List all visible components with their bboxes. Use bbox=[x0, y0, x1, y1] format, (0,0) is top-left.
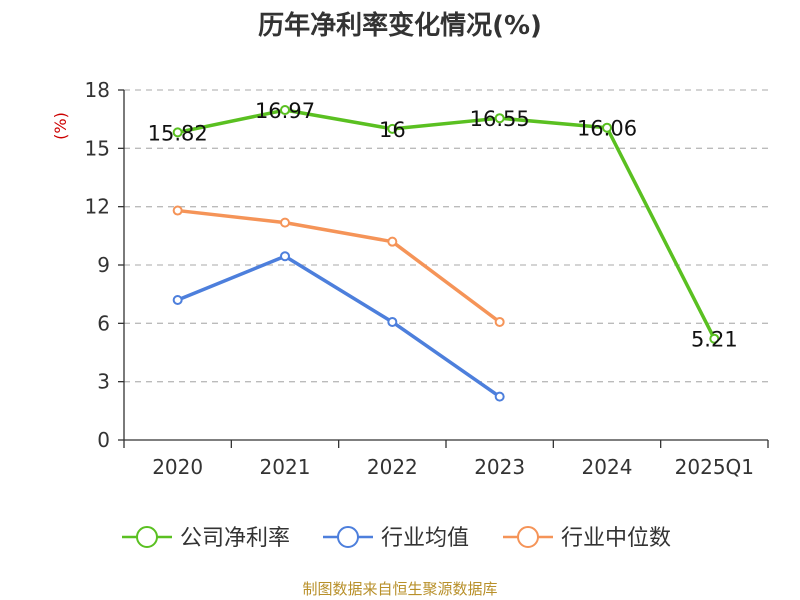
data-label: 16.06 bbox=[577, 117, 637, 141]
data-point bbox=[387, 236, 398, 247]
legend-label: 行业均值 bbox=[381, 526, 469, 551]
series-0 bbox=[172, 105, 720, 344]
series-line bbox=[175, 254, 502, 399]
data-point bbox=[172, 127, 183, 138]
x-tick-label: 2025Q1 bbox=[675, 455, 754, 479]
data-point bbox=[602, 122, 612, 133]
x-tick-label: 2021 bbox=[260, 455, 311, 479]
data-point bbox=[280, 217, 290, 228]
legend-label: 行业中位数 bbox=[561, 526, 671, 551]
y-tick-label: 0 bbox=[97, 428, 110, 452]
data-label-layer: 15.82 16.97 16 16.55 16.06 5.21 bbox=[148, 99, 738, 352]
legend: 公司净利率 行业均值 行业中位数 bbox=[122, 526, 671, 551]
data-point bbox=[494, 113, 505, 124]
data-point bbox=[494, 316, 505, 327]
source-note: 制图数据来自恒生聚源数据库 bbox=[302, 580, 497, 598]
data-point bbox=[387, 123, 398, 134]
y-tick-label: 9 bbox=[97, 253, 110, 277]
series-layer bbox=[172, 105, 720, 402]
data-label: 16.97 bbox=[255, 99, 315, 123]
series-line bbox=[175, 208, 502, 324]
series-line bbox=[175, 108, 717, 341]
legend-marker bbox=[337, 526, 359, 548]
series-2 bbox=[172, 205, 505, 327]
y-tick-label: 6 bbox=[97, 311, 110, 335]
axis-layer: 0 3 6 9 12 15 18 2020 2021 2022 2023 2024 2025Q1 bbox=[85, 78, 769, 479]
data-point bbox=[280, 105, 290, 116]
y-tick-label: 12 bbox=[85, 195, 110, 219]
data-point bbox=[172, 295, 183, 305]
data-point bbox=[709, 333, 720, 344]
y-tick-label: 15 bbox=[85, 136, 110, 160]
legend-item: 公司净利率 bbox=[122, 526, 290, 551]
chart-title: 历年净利率变化情况(%) bbox=[258, 10, 542, 41]
data-label: 5.21 bbox=[691, 328, 738, 352]
y-axis-label: (%) bbox=[51, 112, 70, 140]
y-tick-label: 3 bbox=[97, 370, 110, 394]
data-point bbox=[280, 251, 290, 262]
data-point bbox=[387, 316, 398, 327]
legend-item: 行业均值 bbox=[323, 526, 469, 551]
grid-layer bbox=[124, 89, 768, 383]
data-point bbox=[172, 205, 183, 216]
x-tick-label: 2023 bbox=[474, 455, 525, 479]
data-point bbox=[494, 391, 505, 402]
legend-marker bbox=[136, 526, 158, 548]
series-1 bbox=[172, 251, 505, 402]
y-tick-label: 18 bbox=[85, 78, 110, 102]
data-label: 16.55 bbox=[470, 107, 530, 131]
x-tick-label: 2024 bbox=[582, 455, 633, 479]
x-tick-label: 2022 bbox=[367, 455, 418, 479]
legend-marker bbox=[517, 526, 539, 548]
data-label: 15.82 bbox=[148, 121, 208, 145]
data-label: 16 bbox=[379, 118, 406, 142]
legend-label: 公司净利率 bbox=[180, 526, 290, 551]
x-tick-label: 2020 bbox=[152, 455, 203, 479]
legend-item: 行业中位数 bbox=[503, 526, 671, 551]
